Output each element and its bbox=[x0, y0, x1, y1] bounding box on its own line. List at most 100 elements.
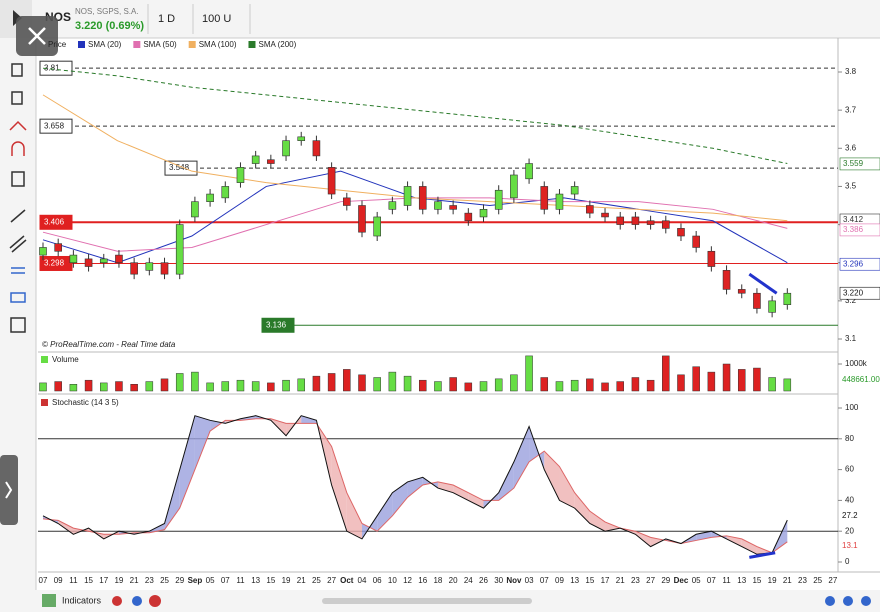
x-tick-label: 10 bbox=[388, 576, 397, 585]
legend-price: Price bbox=[48, 40, 67, 49]
scrollbar[interactable] bbox=[322, 598, 532, 604]
volume-icon bbox=[41, 356, 48, 363]
price-label: 3.412 bbox=[843, 215, 864, 224]
tool-icons[interactable] bbox=[9, 63, 27, 333]
candle bbox=[221, 186, 230, 199]
candle bbox=[768, 300, 776, 313]
stoch-fill bbox=[574, 492, 590, 524]
indicators-button[interactable]: Indicators bbox=[62, 595, 102, 605]
level-box bbox=[39, 214, 73, 230]
sma-line bbox=[42, 94, 788, 222]
period[interactable]: 1 D bbox=[158, 13, 175, 25]
volume-bar bbox=[737, 369, 746, 392]
x-tick-label: 21 bbox=[783, 576, 792, 585]
candle bbox=[388, 201, 397, 210]
x-tick-label: 27 bbox=[828, 576, 837, 585]
candle bbox=[418, 186, 427, 210]
x-tick-label: Oct bbox=[340, 576, 354, 585]
x-tick-label: 19 bbox=[114, 576, 123, 585]
x-tick-label: 19 bbox=[282, 576, 291, 585]
price-label-box bbox=[839, 223, 880, 237]
x-tick-label: 15 bbox=[84, 576, 93, 585]
x-tick-label: 27 bbox=[327, 576, 336, 585]
volume-bar bbox=[388, 371, 397, 392]
stoch-fill bbox=[559, 466, 575, 509]
volume-bar bbox=[343, 369, 351, 392]
candle bbox=[130, 262, 138, 275]
footer-icons[interactable] bbox=[112, 595, 161, 607]
candle bbox=[342, 197, 351, 206]
volume-bar bbox=[692, 366, 700, 392]
x-tick-label: 29 bbox=[175, 576, 184, 585]
x-tick-label: 13 bbox=[251, 576, 260, 585]
price-label: 3.296 bbox=[843, 259, 864, 268]
level-box bbox=[164, 160, 198, 176]
legend-label: SMA (50) bbox=[143, 40, 177, 49]
legend-swatch bbox=[248, 41, 256, 48]
y-tick-label: 3.7 bbox=[845, 105, 857, 114]
volume-bar bbox=[586, 378, 594, 392]
volume-bar bbox=[373, 377, 381, 392]
volume-bar bbox=[39, 382, 47, 392]
x-tick-label: Sep bbox=[188, 576, 203, 585]
x-tick-label: 23 bbox=[631, 576, 640, 585]
volume-bar bbox=[206, 382, 214, 392]
indicators-icon[interactable] bbox=[42, 594, 56, 607]
volume-bar bbox=[54, 381, 62, 392]
level-label: 3.406 bbox=[44, 217, 65, 226]
volume-bar bbox=[221, 381, 230, 392]
stoch-icon bbox=[41, 399, 48, 406]
volume-title: Volume bbox=[52, 355, 79, 364]
x-tick-label: 07 bbox=[39, 576, 48, 585]
sma-line bbox=[42, 67, 788, 165]
x-tick-label: 13 bbox=[570, 576, 579, 585]
candle bbox=[327, 167, 336, 195]
volume-bar bbox=[191, 371, 199, 392]
side-handle[interactable] bbox=[0, 455, 18, 525]
y-tick-label: 100 bbox=[845, 403, 859, 412]
y-tick-label: 1000k bbox=[845, 359, 868, 368]
stoch-fill bbox=[301, 415, 317, 424]
candle bbox=[479, 209, 488, 218]
volume-bar bbox=[251, 381, 260, 392]
candle bbox=[403, 186, 412, 206]
candle bbox=[160, 262, 169, 275]
price-label-box bbox=[839, 257, 880, 271]
price-label-box bbox=[839, 286, 880, 300]
x-tick-label: 06 bbox=[373, 576, 382, 585]
x-tick-label: 07 bbox=[221, 576, 230, 585]
stoch-current: 27.2 bbox=[842, 511, 858, 520]
x-tick-label: 17 bbox=[99, 576, 108, 585]
candle bbox=[464, 212, 473, 222]
candle bbox=[586, 205, 594, 214]
x-tick-label: 26 bbox=[479, 576, 488, 585]
volume-bar bbox=[464, 382, 473, 392]
units[interactable]: 100 U bbox=[202, 13, 231, 25]
volume-bar bbox=[753, 367, 761, 392]
zoom-icons[interactable] bbox=[825, 596, 871, 606]
y-tick-label: 3.8 bbox=[845, 67, 857, 76]
volume-bar bbox=[84, 379, 93, 392]
trendline bbox=[748, 272, 778, 295]
x-tick-label: 09 bbox=[555, 576, 564, 585]
quote: 3.220 (0.69%) bbox=[75, 20, 144, 32]
candle bbox=[707, 250, 716, 267]
stoch-fill bbox=[58, 520, 74, 535]
volume-bar bbox=[540, 377, 549, 392]
x-tick-label: 25 bbox=[160, 576, 169, 585]
volume-bar bbox=[145, 381, 154, 392]
x-tick-label: 04 bbox=[358, 576, 367, 585]
candle bbox=[115, 254, 123, 264]
stoch-fill bbox=[635, 531, 651, 547]
x-tick-label: 23 bbox=[798, 576, 807, 585]
y-tick-label: 3.1 bbox=[845, 334, 857, 343]
stoch-fill bbox=[468, 492, 484, 509]
legend-label: SMA (20) bbox=[88, 40, 122, 49]
x-tick-label: 19 bbox=[768, 576, 777, 585]
x-tick-label: Dec bbox=[674, 576, 689, 585]
candle bbox=[631, 216, 640, 225]
price-label: 3.386 bbox=[843, 225, 864, 234]
x-tick-label: Nov bbox=[506, 576, 522, 585]
level-label: 3.658 bbox=[44, 121, 65, 130]
